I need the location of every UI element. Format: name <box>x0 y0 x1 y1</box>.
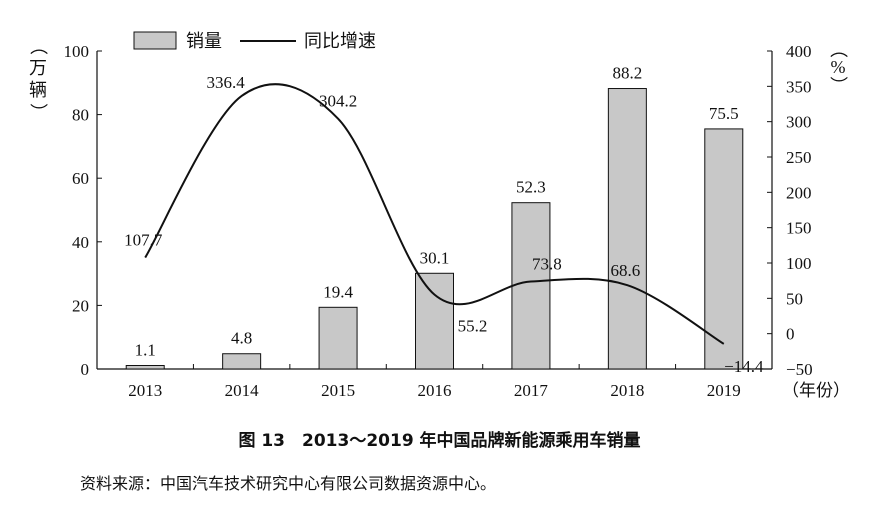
right-tick-label: 100 <box>786 254 812 273</box>
right-tick-label: 0 <box>786 325 795 344</box>
bar-2013 <box>125 365 165 370</box>
figure-caption: 图 13 2013～2019 年中国品牌新能源乘用车销量 <box>238 431 641 451</box>
bar-2015 <box>318 306 358 370</box>
axes: 0 20 40 60 80 100 −50 0 50 100 150 200 250 300 350 400 2… <box>64 42 851 400</box>
legend: 销量 同比增速 <box>133 31 376 51</box>
bar-label-2018: 88.2 <box>612 64 642 83</box>
left-axis-title-char: ） <box>28 103 48 121</box>
x-tick-label: 2014 <box>225 381 260 400</box>
source-note: 资料来源：中国汽车技术研究中心有限公司数据资源中心。 <box>80 474 497 493</box>
x-tick-label: 2013 <box>128 381 162 400</box>
x-tick-label: 2016 <box>418 381 452 400</box>
line-label-2019: −14.4 <box>724 357 764 376</box>
right-tick-label: 300 <box>786 113 812 132</box>
combo-chart: 销量 同比增速 （万辆） （%） 020406080100−50050100150… <box>28 31 851 400</box>
right-axis-title-char: （ <box>828 40 848 58</box>
left-tick-label: 60 <box>72 169 89 188</box>
right-tick-label: 200 <box>786 183 812 202</box>
left-tick-label: 40 <box>72 233 89 252</box>
bar-label-2015: 19.4 <box>323 282 353 301</box>
legend-bar-label: 销量 <box>186 31 222 51</box>
line-label-2016: 55.2 <box>458 317 488 336</box>
left-tick-label: 0 <box>81 360 90 379</box>
left-tick-label: 100 <box>64 42 90 61</box>
bar-label-2016: 30.1 <box>420 248 450 267</box>
bar-2016 <box>415 272 454 370</box>
right-tick-label: 50 <box>786 289 803 308</box>
bar-2019 <box>704 128 744 370</box>
legend-line-label: 同比增速 <box>304 31 376 51</box>
right-tick-label: 350 <box>786 77 812 96</box>
right-tick-label: 250 <box>786 148 812 167</box>
bar-series <box>125 88 744 370</box>
x-tick-label: 2019 <box>707 381 741 400</box>
right-axis-title-char: % <box>831 57 846 77</box>
data-labels: 1.1 4.8 19.4 30.1 52.3 88.2 75.5 107.7 336.4 304.… <box>124 64 764 376</box>
line-label-2014: 336.4 <box>207 73 246 92</box>
left-axis-title-char: 辆 <box>29 80 47 100</box>
bar-label-2019: 75.5 <box>709 104 739 123</box>
line-label-2013: 107.7 <box>124 231 163 250</box>
right-tick-label: 400 <box>786 42 812 61</box>
bar-label-2014: 4.8 <box>231 329 252 348</box>
x-axis-unit: （年份） <box>782 381 850 400</box>
bar-label-2017: 52.3 <box>516 178 546 197</box>
left-tick-label: 20 <box>72 296 89 315</box>
right-axis-title: （%） <box>828 40 848 94</box>
left-axis-title-char: （ <box>28 37 48 55</box>
growth-rate-line <box>144 83 725 345</box>
right-tick-label: −50 <box>786 360 813 379</box>
line-label-2015: 304.2 <box>319 92 357 111</box>
line-series <box>144 83 725 345</box>
bar-2018 <box>607 88 647 370</box>
x-tick-label: 2018 <box>610 381 644 400</box>
left-axis-title-char: 万 <box>29 58 47 78</box>
bar-2017 <box>511 202 551 370</box>
right-tick-label: 150 <box>786 219 812 238</box>
left-tick-label: 80 <box>72 106 89 125</box>
line-label-2018: 68.6 <box>610 261 640 280</box>
bar-label-2013: 1.1 <box>135 341 156 360</box>
legend-bar-swatch <box>133 31 177 50</box>
x-tick-label: 2017 <box>514 381 549 400</box>
x-tick-label: 2015 <box>321 381 355 400</box>
bar-2014 <box>222 353 262 370</box>
right-axis-title-char: ） <box>828 76 848 94</box>
left-axis-title: （ 万辆 ） <box>28 37 48 121</box>
line-label-2017: 73.8 <box>532 255 562 274</box>
